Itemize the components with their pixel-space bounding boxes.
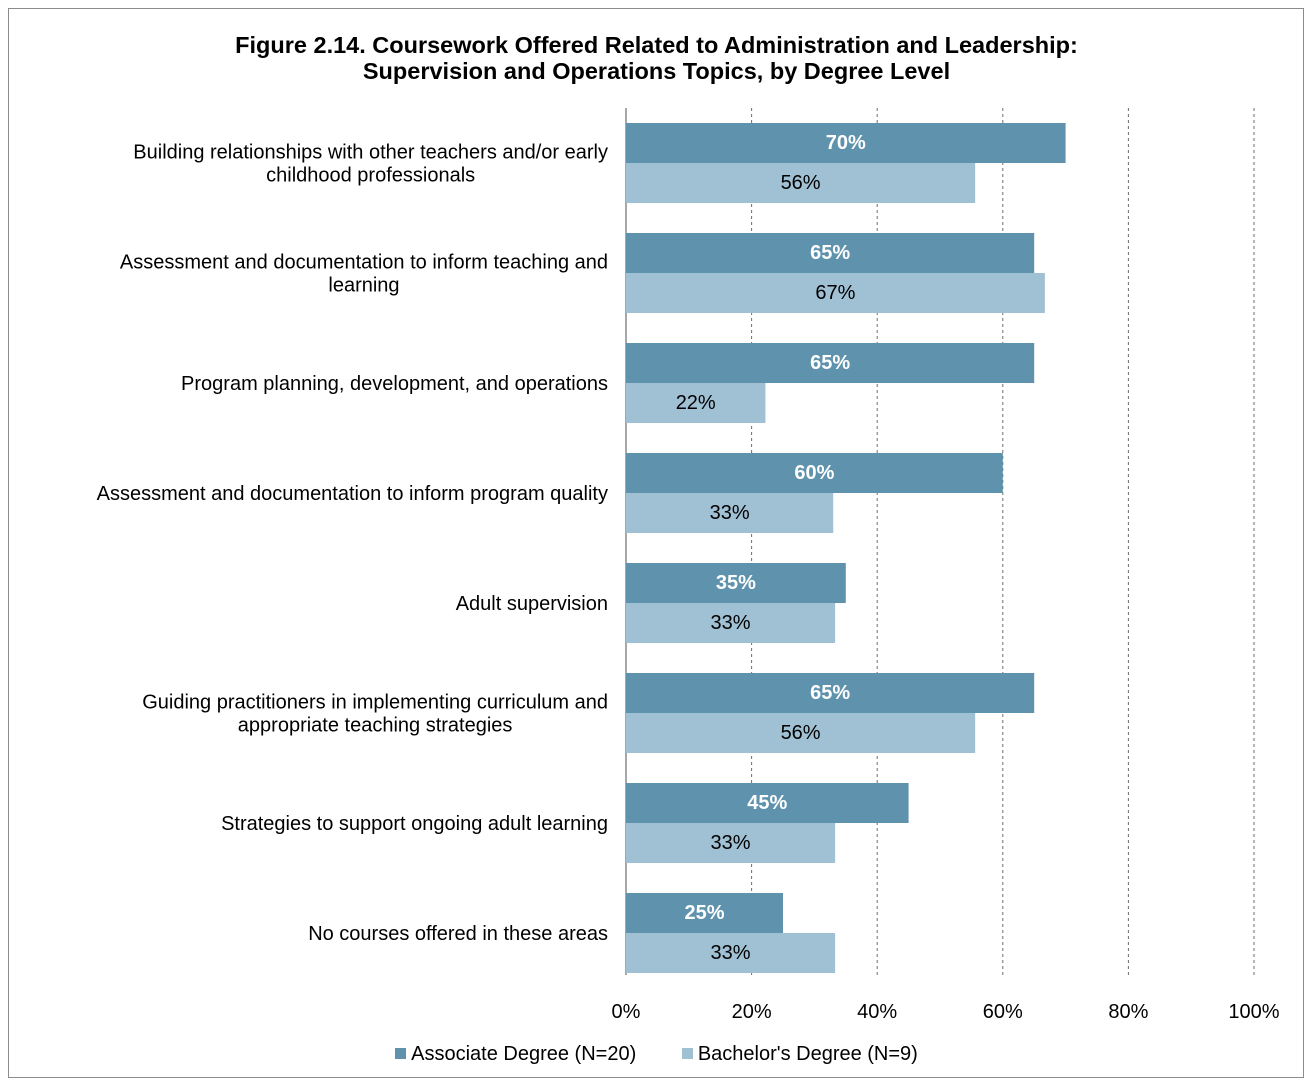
data-label-associate: 60%: [794, 462, 834, 484]
x-tick-label: 40%: [857, 1001, 897, 1023]
legend-item-bachelor: Bachelor's Degree (N=9): [681, 1043, 918, 1066]
x-tick-label: 0%: [612, 1001, 641, 1023]
bar-bachelor: [626, 273, 1045, 313]
legend-swatch-associate: [395, 1048, 407, 1059]
bar-associate: [626, 893, 783, 933]
bar-bachelor: [626, 603, 836, 643]
category-label: Adult supervision: [456, 593, 608, 615]
data-label-bachelor: 33%: [711, 612, 751, 634]
legend-label-associate: Associate Degree (N=20): [411, 1043, 637, 1065]
legend-label-bachelor: Bachelor's Degree (N=9): [697, 1043, 918, 1065]
bar-associate: [626, 343, 1035, 383]
legend-swatch-bachelor: [681, 1048, 693, 1059]
data-label-bachelor: 33%: [711, 942, 751, 964]
category-label: No courses offered in these areas: [308, 923, 608, 945]
data-label-associate: 70%: [826, 132, 866, 154]
category-label: Guiding practitioners in implementing cu…: [142, 692, 608, 737]
bar-associate: [626, 563, 846, 603]
bar-associate: [626, 673, 1035, 713]
data-label-associate: 45%: [747, 792, 787, 814]
chart-title: Figure 2.14. Coursework Offered Related …: [0, 32, 1313, 84]
bar-bachelor: [626, 383, 766, 423]
data-label-associate: 65%: [810, 682, 850, 704]
bar-bachelor: [626, 933, 836, 973]
x-tick-label: 60%: [983, 1001, 1023, 1023]
bar-associate: [626, 233, 1035, 273]
category-label: Program planning, development, and opera…: [181, 373, 608, 395]
bar-bachelor: [626, 713, 976, 753]
bar-associate: [626, 453, 1003, 493]
x-tick-label: 100%: [1228, 1001, 1279, 1023]
category-label: Assessment and documentation to inform p…: [97, 483, 608, 505]
chart-subtitle: Supervision and Operations Topics, by De…: [362, 58, 951, 84]
legend-item-associate: Associate Degree (N=20): [395, 1043, 636, 1066]
bar-associate: [626, 123, 1066, 163]
data-label-bachelor: 56%: [781, 722, 821, 744]
data-label-bachelor: 22%: [676, 392, 716, 414]
data-label-associate: 65%: [810, 352, 850, 374]
bar-associate: [626, 783, 909, 823]
data-label-associate: 25%: [684, 902, 724, 924]
category-label: Assessment and documentation to inform t…: [120, 252, 608, 297]
chart-title-line-1: Figure 2.14. Coursework Offered Related …: [235, 32, 1078, 58]
category-label: Building relationships with other teache…: [133, 142, 608, 187]
bar-bachelor: [626, 823, 836, 863]
x-tick-label: 20%: [732, 1001, 772, 1023]
category-label: Strategies to support ongoing adult lear…: [221, 813, 608, 835]
bar-bachelor: [626, 493, 834, 533]
data-label-associate: 65%: [810, 242, 850, 264]
data-label-bachelor: 33%: [710, 502, 750, 524]
data-label-associate: 35%: [716, 572, 756, 594]
x-tick-label: 80%: [1108, 1001, 1148, 1023]
data-label-bachelor: 67%: [815, 282, 855, 304]
legend: Associate Degree (N=20) Bachelor's Degre…: [0, 1043, 1313, 1066]
data-label-bachelor: 56%: [781, 172, 821, 194]
data-label-bachelor: 33%: [711, 832, 751, 854]
bar-bachelor: [626, 163, 976, 203]
